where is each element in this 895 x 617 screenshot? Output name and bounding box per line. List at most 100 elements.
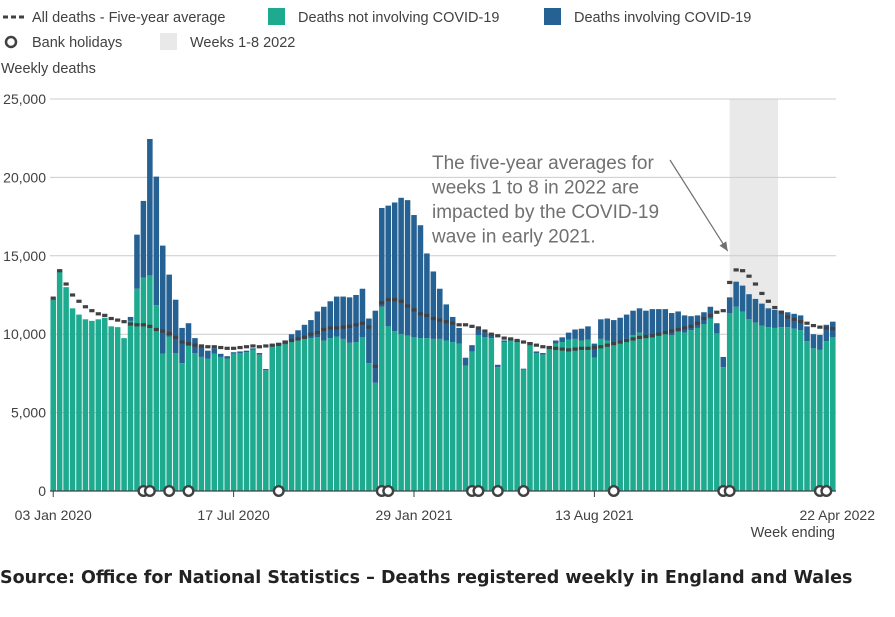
bar-noncovid (739, 311, 746, 491)
avg-mark (469, 324, 475, 328)
avg-mark (649, 334, 655, 338)
avg-mark (437, 318, 443, 322)
legend-avg-label: All deaths - Five-year average (32, 10, 225, 26)
avg-mark (205, 345, 211, 349)
legend-item-avg[interactable]: All deaths - Five-year average (3, 10, 225, 26)
avg-mark (314, 331, 320, 335)
five-year-average-marks (50, 268, 836, 368)
bar-covid (482, 332, 488, 338)
bar-noncovid (359, 337, 366, 491)
bar-covid (243, 350, 250, 353)
bar-covid (353, 295, 359, 343)
avg-mark (823, 326, 829, 330)
avg-mark (282, 340, 288, 344)
bar-covid (301, 324, 308, 338)
bar-noncovid (256, 354, 263, 491)
bank-holiday-marker[interactable] (723, 485, 736, 498)
bar-noncovid (327, 338, 334, 491)
bar-noncovid (617, 341, 623, 491)
bar-noncovid (604, 340, 611, 491)
bar-noncovid (565, 339, 572, 491)
legend-item-covid[interactable]: Deaths involving COVID-19 (544, 8, 751, 26)
bar-covid (733, 281, 739, 307)
y-tick-label: 0 (38, 483, 46, 499)
bar-covid (630, 310, 636, 335)
bar-noncovid (366, 363, 372, 491)
avg-mark (585, 346, 591, 350)
bar-covid (643, 310, 649, 336)
bank-holiday-marker[interactable] (491, 485, 504, 498)
bank-holiday-marker[interactable] (472, 485, 485, 498)
annotation-line: The five-year averages for (432, 153, 654, 174)
avg-mark (714, 310, 720, 314)
avg-mark (681, 326, 688, 330)
avg-mark (308, 332, 314, 336)
bar-covid (211, 348, 218, 354)
bar-noncovid (694, 327, 701, 491)
avg-mark (160, 329, 166, 333)
bar-covid (559, 337, 565, 343)
bar-noncovid (391, 331, 398, 491)
bar-covid (778, 310, 785, 328)
legend-item-highlight[interactable]: Weeks 1-8 2022 (160, 33, 295, 51)
bar-covid (746, 294, 752, 320)
bar-noncovid (314, 337, 321, 491)
avg-mark (321, 327, 327, 332)
bar-noncovid (456, 343, 462, 491)
bar-noncovid (230, 353, 237, 491)
bar-covid (817, 334, 823, 350)
bar-noncovid (707, 318, 714, 491)
bank-holiday-marker[interactable] (607, 485, 620, 498)
bar-covid (572, 329, 578, 339)
legend-item-holidays[interactable]: Bank holidays (4, 35, 122, 51)
avg-mark (598, 345, 604, 349)
bank-holiday-marker[interactable] (820, 485, 833, 498)
avg-mark (553, 346, 559, 350)
bank-holiday-marker[interactable] (272, 485, 285, 498)
avg-mark (739, 269, 746, 273)
bar-noncovid (520, 369, 527, 491)
bar-covid (250, 348, 256, 350)
bar-noncovid (830, 337, 836, 491)
avg-mark (115, 318, 121, 322)
y-tick-label: 5,000 (11, 405, 46, 421)
bar-covid (752, 298, 759, 323)
legend-item-noncovid[interactable]: Deaths not involving COVID-19 (268, 8, 500, 26)
bar-noncovid (346, 342, 353, 491)
avg-mark (140, 323, 147, 327)
bar-covid (610, 320, 617, 343)
bar-covid (681, 315, 688, 333)
avg-mark (385, 298, 391, 302)
avg-mark (301, 335, 308, 339)
bar-noncovid (469, 351, 475, 491)
bar-covid (604, 318, 611, 341)
bar-noncovid (224, 358, 230, 491)
avg-mark (127, 322, 134, 326)
bar-noncovid (552, 343, 559, 491)
bank-holiday-marker[interactable] (517, 485, 530, 498)
bar-covid (636, 308, 643, 333)
bar-noncovid (69, 308, 76, 491)
bars (50, 138, 836, 491)
bank-holiday-marker[interactable] (182, 485, 195, 498)
bar-noncovid (127, 320, 134, 491)
avg-mark (572, 347, 578, 351)
bar-covid (565, 332, 572, 340)
bank-holiday-marker[interactable] (143, 485, 156, 498)
bar-noncovid (765, 327, 772, 491)
bar-noncovid (643, 335, 649, 491)
x-tick-label: 29 Jan 2021 (375, 507, 452, 523)
bank-holiday-marker[interactable] (382, 485, 395, 498)
avg-mark (76, 299, 82, 303)
bar-covid (308, 320, 314, 339)
bar-noncovid (514, 342, 520, 491)
avg-mark (256, 345, 262, 349)
bank-holiday-marker[interactable] (163, 485, 176, 498)
y-tick-label: 25,000 (3, 91, 46, 107)
avg-mark (224, 346, 230, 350)
bar-noncovid (237, 353, 243, 491)
bar-noncovid (540, 354, 546, 491)
bar-covid (321, 306, 327, 341)
legend-holidays-label: Bank holidays (32, 35, 122, 51)
bar-noncovid (295, 338, 301, 491)
